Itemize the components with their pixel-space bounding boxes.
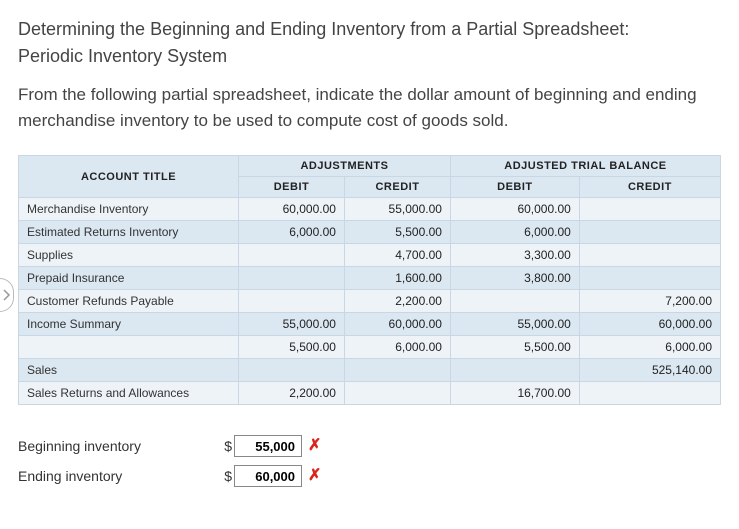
- header-adjustments: ADJUSTMENTS: [239, 156, 451, 177]
- adj-credit-cell: 60,000.00: [344, 313, 450, 336]
- table-row: Prepaid Insurance 1,600.003,800.00: [19, 267, 721, 290]
- adj-credit-cell: 55,000.00: [344, 198, 450, 221]
- header-atb-debit: DEBIT: [450, 177, 579, 198]
- adj-credit-cell: 2,200.00: [344, 290, 450, 313]
- table-row: Merchandise Inventory60,000.0055,000.006…: [19, 198, 721, 221]
- wrong-mark-icon: ✗: [308, 468, 321, 484]
- row-label: Customer Refunds Payable: [19, 290, 239, 313]
- adj-credit-cell: 5,500.00: [344, 221, 450, 244]
- atb-debit-cell: 3,300.00: [450, 244, 579, 267]
- atb-credit-cell: 7,200.00: [579, 290, 720, 313]
- title-line-2: Periodic Inventory System: [18, 46, 227, 66]
- atb-credit-cell: 60,000.00: [579, 313, 720, 336]
- table-row: Income Summary55,000.0060,000.0055,000.0…: [19, 313, 721, 336]
- row-label: Merchandise Inventory: [19, 198, 239, 221]
- adj-debit-cell: 5,500.00: [239, 336, 345, 359]
- adj-debit-cell: 60,000.00: [239, 198, 345, 221]
- adj-credit-cell: 6,000.00: [344, 336, 450, 359]
- chevron-right-icon: [3, 289, 11, 301]
- answers-section: Beginning inventory $ ✗ Ending inventory…: [18, 431, 721, 491]
- atb-debit-cell: 6,000.00: [450, 221, 579, 244]
- row-label: Sales: [19, 359, 239, 382]
- beginning-inventory-label: Beginning inventory: [18, 438, 218, 454]
- ending-inventory-label: Ending inventory: [18, 468, 218, 484]
- table-body: Merchandise Inventory60,000.0055,000.006…: [19, 198, 721, 405]
- atb-credit-cell: [579, 267, 720, 290]
- table-row: Customer Refunds Payable 2,200.00 7,200.00: [19, 290, 721, 313]
- header-adjusted-trial-balance: ADJUSTED TRIAL BALANCE: [450, 156, 720, 177]
- adj-debit-cell: [239, 267, 345, 290]
- table-row: Sales 525,140.00: [19, 359, 721, 382]
- beginning-inventory-input[interactable]: [234, 435, 302, 457]
- header-adj-credit: CREDIT: [344, 177, 450, 198]
- ending-inventory-row: Ending inventory $ ✗: [18, 461, 721, 491]
- adj-debit-cell: 6,000.00: [239, 221, 345, 244]
- atb-debit-cell: 16,700.00: [450, 382, 579, 405]
- table-row: Estimated Returns Inventory6,000.005,500…: [19, 221, 721, 244]
- adj-debit-cell: 55,000.00: [239, 313, 345, 336]
- adj-debit-cell: [239, 290, 345, 313]
- title-line-1: Determining the Beginning and Ending Inv…: [18, 19, 629, 39]
- atb-credit-cell: 525,140.00: [579, 359, 720, 382]
- header-adj-debit: DEBIT: [239, 177, 345, 198]
- row-label: Prepaid Insurance: [19, 267, 239, 290]
- atb-credit-cell: 6,000.00: [579, 336, 720, 359]
- adj-debit-cell: 2,200.00: [239, 382, 345, 405]
- ending-inventory-input[interactable]: [234, 465, 302, 487]
- atb-credit-cell: [579, 382, 720, 405]
- atb-credit-cell: [579, 244, 720, 267]
- currency-symbol: $: [218, 438, 232, 454]
- atb-debit-cell: 5,500.00: [450, 336, 579, 359]
- atb-debit-cell: 55,000.00: [450, 313, 579, 336]
- header-account-title: ACCOUNT TITLE: [19, 156, 239, 198]
- header-atb-credit: CREDIT: [579, 177, 720, 198]
- atb-debit-cell: [450, 359, 579, 382]
- row-label: Estimated Returns Inventory: [19, 221, 239, 244]
- atb-credit-cell: [579, 221, 720, 244]
- atb-debit-cell: [450, 290, 579, 313]
- row-label: Supplies: [19, 244, 239, 267]
- currency-symbol: $: [218, 468, 232, 484]
- row-label: Sales Returns and Allowances: [19, 382, 239, 405]
- instructions-text: From the following partial spreadsheet, …: [18, 82, 721, 133]
- row-label: Income Summary: [19, 313, 239, 336]
- atb-credit-cell: [579, 198, 720, 221]
- table-row: Supplies 4,700.003,300.00: [19, 244, 721, 267]
- atb-debit-cell: 60,000.00: [450, 198, 579, 221]
- adj-debit-cell: [239, 359, 345, 382]
- adj-credit-cell: [344, 359, 450, 382]
- adj-debit-cell: [239, 244, 345, 267]
- table-row: 5,500.006,000.005,500.006,000.00: [19, 336, 721, 359]
- table-row: Sales Returns and Allowances2,200.00 16,7…: [19, 382, 721, 405]
- prev-arrow-button[interactable]: [0, 278, 14, 312]
- row-label: [19, 336, 239, 359]
- adj-credit-cell: 1,600.00: [344, 267, 450, 290]
- page-title: Determining the Beginning and Ending Inv…: [18, 16, 721, 70]
- wrong-mark-icon: ✗: [308, 438, 321, 454]
- beginning-inventory-row: Beginning inventory $ ✗: [18, 431, 721, 461]
- adj-credit-cell: 4,700.00: [344, 244, 450, 267]
- spreadsheet-table: ACCOUNT TITLE ADJUSTMENTS ADJUSTED TRIAL…: [18, 155, 721, 405]
- atb-debit-cell: 3,800.00: [450, 267, 579, 290]
- adj-credit-cell: [344, 382, 450, 405]
